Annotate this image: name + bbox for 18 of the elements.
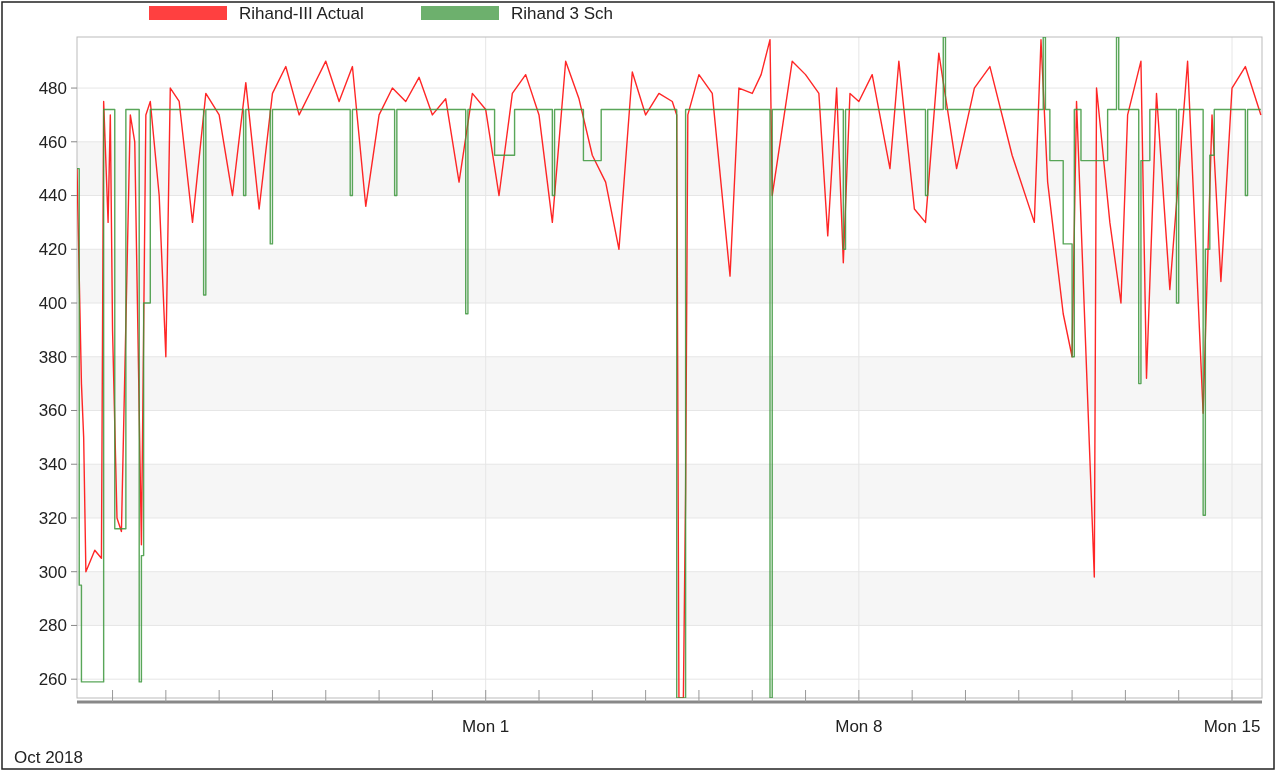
x-tick-label: Mon 1	[462, 717, 510, 736]
y-tick-label: 280	[38, 616, 67, 636]
y-tick-label: 260	[38, 670, 67, 690]
legend-label: Rihand-III Actual	[239, 4, 364, 23]
y-tick-label: 380	[38, 347, 67, 367]
y-tick-label: 300	[38, 562, 67, 582]
x-tick-label: Mon 8	[835, 717, 883, 736]
y-tick-label: 480	[38, 79, 67, 98]
y-tick-label: 320	[38, 508, 67, 528]
legend-label: Rihand 3 Sch	[511, 4, 614, 23]
y-tick-label: 440	[38, 186, 67, 206]
y-tick-label: 420	[38, 240, 67, 260]
y-tick-label: 460	[38, 132, 67, 152]
y-tick-label: 360	[38, 401, 67, 421]
text: Oct 2018	[14, 748, 83, 767]
y-tick-label: 340	[38, 455, 67, 475]
y-tick-label: 400	[38, 293, 67, 313]
x-tick-label: Mon 15	[1203, 717, 1261, 736]
